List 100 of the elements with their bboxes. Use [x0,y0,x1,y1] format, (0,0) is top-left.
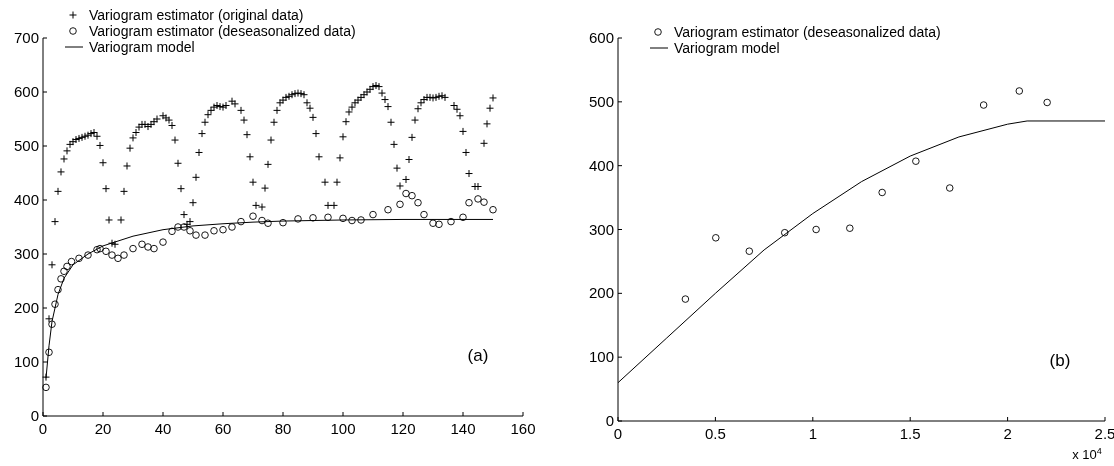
point [279,218,287,227]
legend-label: Variogram estimator (deseasonalized data) [674,24,941,40]
point [114,254,122,263]
point [324,213,332,222]
point [93,245,101,254]
point [219,225,227,234]
point [878,188,886,197]
point [67,257,76,266]
y-tick-label: 600 [13,83,39,100]
y-tick-label: 100 [588,348,614,366]
point [459,213,467,222]
point [192,231,200,239]
legend-label: Variogram estimator (original data) [89,7,304,23]
point [480,198,488,206]
point [294,215,302,223]
x-tick-label: 2.5 [1094,425,1114,442]
x-tick-label: 0.5 [704,425,726,442]
point [357,216,365,224]
x-tick-label: 20 [94,420,112,437]
point [159,238,167,246]
point [681,295,690,303]
y-tick-label: 0 [30,407,39,424]
point [369,210,377,219]
legend-label: Variogram model [674,40,780,56]
point [429,219,437,227]
point [384,205,392,214]
point [348,216,356,225]
point [339,214,347,223]
point [84,251,92,259]
y-tick-label: 400 [588,156,614,174]
annotation: (b) [1049,351,1071,370]
point [781,228,789,237]
point [258,216,266,225]
point [402,189,410,198]
point [447,217,455,226]
y-tick-label: 700 [13,29,39,46]
x-tick-label: 80 [274,420,292,437]
point [168,227,176,236]
point [420,210,428,219]
y-tick-label: 200 [13,299,39,316]
point [249,212,257,220]
point [60,267,68,276]
point [201,231,209,239]
y-tick-label: 300 [588,220,614,238]
point [48,320,56,328]
y-tick-label: 400 [13,191,39,208]
point [846,224,854,232]
point [435,220,443,229]
point [408,191,416,200]
point [45,348,53,357]
point [186,227,194,235]
point [96,244,104,253]
x-tick-label: 1 [808,425,817,442]
point [210,227,218,235]
point [63,262,71,271]
point [108,251,116,259]
point [42,383,50,392]
point [144,243,152,251]
point [138,240,146,249]
y-tick-label: 600 [588,29,614,46]
point [51,300,59,308]
point [979,101,988,109]
point [414,198,422,207]
point [1015,87,1024,95]
legend-label: Variogram model [89,39,195,55]
point [228,223,236,231]
x-tick-label: 100 [330,420,356,437]
point [129,244,137,253]
point [174,223,182,231]
y-tick-label: 500 [588,92,614,110]
point [264,219,272,227]
point [489,205,497,214]
point [237,217,245,226]
point [396,200,404,209]
x-tick-label: 60 [214,420,232,437]
x-tick-label: 120 [390,420,416,437]
point [309,214,317,222]
legend-label: Variogram estimator (deseasonalized data) [89,23,356,39]
y-tick-label: 500 [13,137,39,154]
x-tick-label: 1.5 [899,425,921,442]
y-tick-label: 200 [588,284,614,302]
point [912,157,920,165]
point [745,247,754,255]
point [812,225,820,234]
point [712,234,720,242]
x-tick-label: 140 [450,420,476,437]
point [54,285,62,294]
point [945,184,954,192]
x-tick-label: 40 [154,420,172,437]
point [120,251,128,259]
point [474,195,482,203]
text: x 10$^{4}$ [1072,446,1102,462]
point [57,275,65,283]
point [75,254,83,263]
point [102,247,110,256]
y-tick-label: 100 [13,353,39,370]
y-tick-label: 300 [13,245,39,262]
x-tick-label: 2 [1003,425,1012,442]
point [465,198,473,207]
point [1043,98,1051,107]
